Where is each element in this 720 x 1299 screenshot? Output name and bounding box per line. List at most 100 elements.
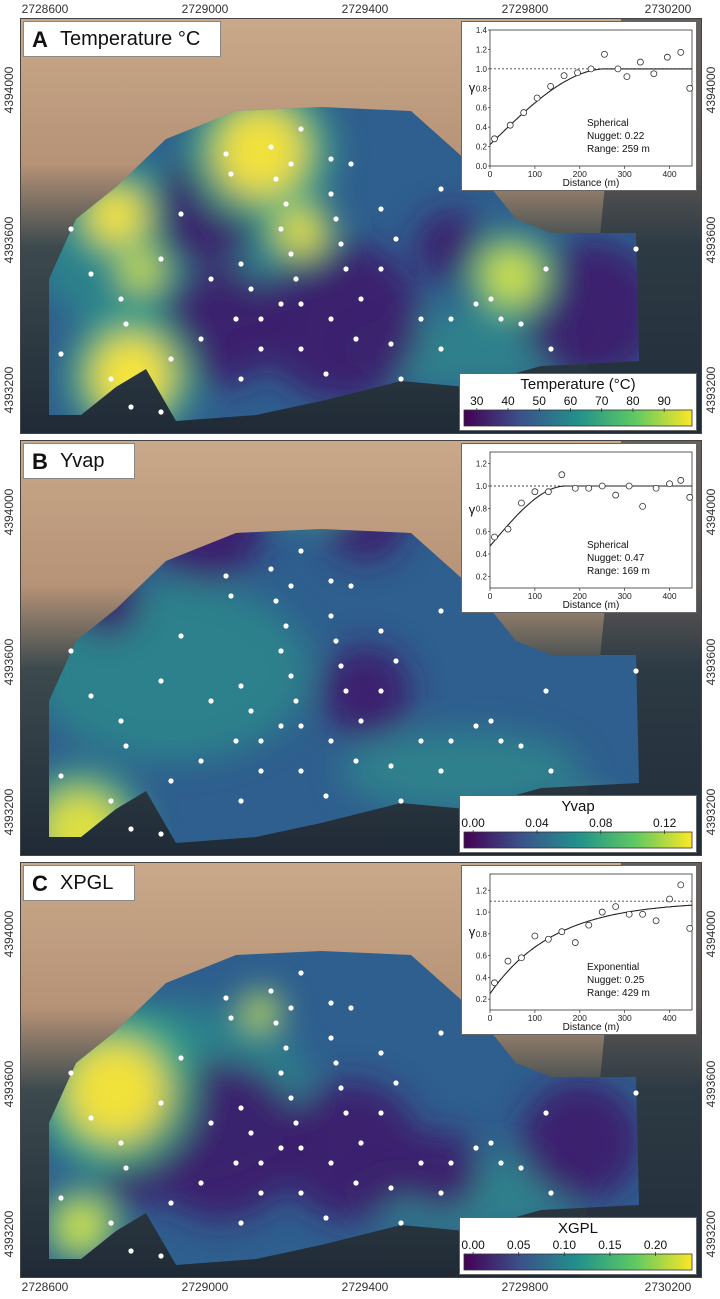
sample-point	[323, 793, 329, 799]
sample-point	[278, 301, 284, 307]
variogram-point	[677, 48, 685, 56]
y-tick-label: 0.6	[476, 527, 488, 536]
x-coord-label: 2729000	[181, 2, 229, 16]
variogram-point	[598, 908, 606, 916]
sample-point	[418, 738, 424, 744]
variogram-point	[612, 903, 620, 911]
sample-point	[223, 995, 229, 1001]
sample-point	[293, 276, 299, 282]
legend-title: Yvap	[561, 798, 595, 815]
legend-tick-label: 50	[532, 394, 546, 408]
legend-tick-label: 90	[657, 394, 671, 408]
sample-point	[298, 301, 304, 307]
x-coord-label: 2730200	[644, 1280, 692, 1294]
sample-point	[328, 613, 334, 619]
legend-tick-label: 60	[563, 394, 578, 408]
sample-point	[438, 608, 444, 614]
sample-point	[438, 186, 444, 192]
sample-point	[378, 266, 384, 272]
panel-letter: A	[32, 27, 48, 52]
sample-point	[328, 578, 334, 584]
sample-point	[128, 1248, 134, 1254]
y-coord-label: 4394000	[704, 66, 718, 114]
sample-point	[178, 633, 184, 639]
variogram-point	[612, 491, 620, 499]
variogram-point	[560, 72, 568, 80]
sample-point	[268, 566, 274, 572]
sample-point	[418, 1160, 424, 1166]
y-coord-label: 4393200	[2, 1210, 16, 1258]
sample-point	[343, 266, 349, 272]
variogram-chart: 0 100 200 300 400 0.2 0.4 0.6 0.8 1.0 1.2 Distance …	[469, 873, 694, 1033]
sample-point	[298, 970, 304, 976]
sample-point	[88, 693, 94, 699]
nugget-value: Nugget: 0.47	[587, 553, 645, 564]
sample-point	[473, 723, 479, 729]
sample-point	[398, 1220, 404, 1226]
legend-tick-label: 0.10	[552, 1238, 576, 1252]
sample-point	[208, 1120, 214, 1126]
model-name: Spherical	[587, 540, 629, 551]
variogram-point	[677, 881, 685, 889]
sample-point	[343, 1110, 349, 1116]
variogram-ylabel: γ	[469, 924, 476, 939]
panel-title: Temperature °C	[60, 28, 201, 50]
sample-point	[323, 371, 329, 377]
x-coord-label: 2729800	[501, 1280, 549, 1294]
variogram-xlabel: Distance (m)	[563, 178, 620, 189]
variogram-point	[686, 84, 694, 92]
sample-point	[238, 376, 244, 382]
sample-point	[328, 316, 334, 322]
sample-point	[238, 1220, 244, 1226]
sample-point	[88, 1115, 94, 1121]
colorbar	[463, 830, 693, 849]
variogram-point	[504, 525, 512, 533]
model-curve	[489, 485, 692, 547]
colorbar-legend: Yvap 0.00 0.04 0.08 0.12	[459, 795, 697, 853]
variogram-point	[520, 109, 528, 116]
model-name: Spherical	[587, 118, 629, 129]
sample-point	[298, 768, 304, 774]
x-tick-label: 300	[618, 591, 632, 601]
y-tick-label: 1.2	[476, 459, 488, 468]
sample-point	[198, 758, 204, 764]
variogram-point	[639, 503, 647, 510]
sample-point	[128, 404, 134, 410]
sample-point	[353, 1180, 359, 1186]
y-tick-label: 1.4	[476, 26, 488, 35]
sample-point	[158, 256, 164, 262]
y-coord-label: 4393200	[704, 788, 718, 836]
range-value: Range: 429 m	[587, 988, 650, 999]
legend-tick-label: 0.12	[652, 816, 677, 830]
colorbar-legend: XGPL 0.00 0.05 0.10 0.15 0.20	[459, 1217, 697, 1275]
sample-point	[448, 316, 454, 322]
sample-point	[288, 251, 294, 257]
colorbar	[463, 1252, 693, 1271]
variogram-point	[506, 121, 514, 129]
sample-point	[233, 1160, 239, 1166]
y-coord-label: 4393600	[704, 1060, 718, 1108]
model-name: Exponential	[587, 962, 639, 973]
variogram-point	[531, 488, 539, 496]
sample-point	[238, 683, 244, 689]
sample-point	[353, 336, 359, 342]
variogram-point	[518, 499, 525, 507]
sample-point	[248, 1130, 254, 1136]
nugget-value: Nugget: 0.22	[587, 131, 645, 142]
y-tick-label: 0.4	[476, 123, 488, 132]
x-coord-label: 2730200	[644, 2, 692, 16]
variogram-point	[686, 493, 694, 501]
sample-point	[58, 773, 64, 779]
sample-point	[228, 171, 234, 177]
sample-point	[278, 1145, 284, 1151]
sample-point	[358, 1140, 364, 1146]
sample-point	[448, 1160, 454, 1166]
variogram-xlabel: Distance (m)	[563, 1022, 620, 1033]
sample-point	[293, 1120, 299, 1126]
sample-point	[168, 1200, 174, 1206]
sample-point	[283, 623, 289, 629]
variogram-point	[686, 925, 694, 932]
variogram-ylabel: γ	[469, 80, 476, 95]
variogram-point	[571, 939, 579, 946]
panel-letter: C	[32, 871, 48, 896]
